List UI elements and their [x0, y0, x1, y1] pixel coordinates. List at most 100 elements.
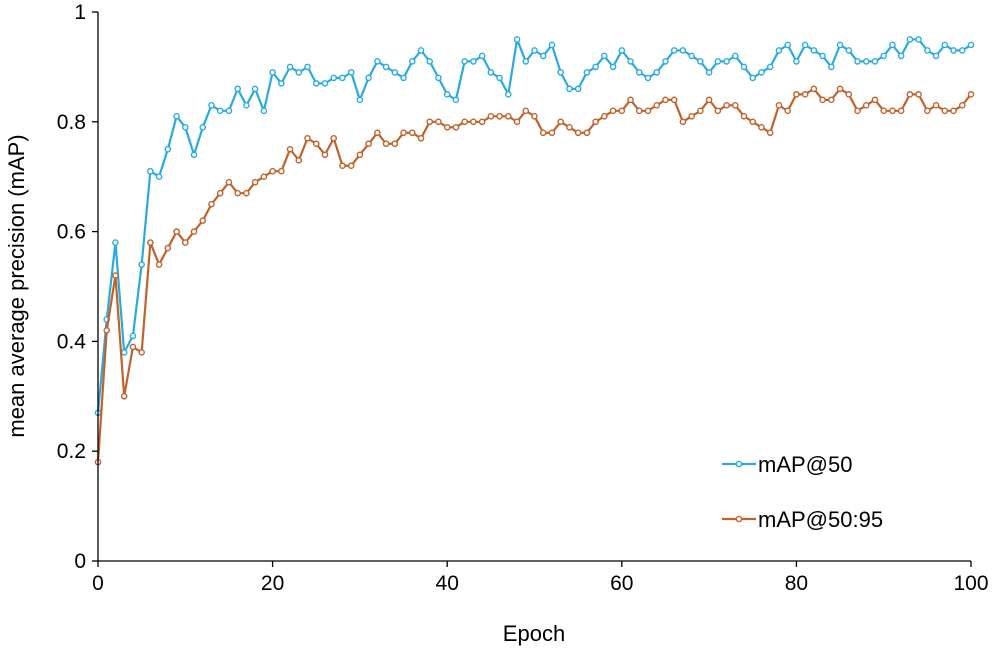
data-point-map-50-95 — [155, 261, 163, 268]
legend-marker-map-50-95 — [735, 515, 743, 523]
data-point-map-50-95 — [662, 96, 669, 104]
data-point-map-50-95 — [854, 107, 861, 115]
data-point-map-50-95 — [374, 129, 381, 137]
data-point-map-50 — [120, 349, 128, 356]
data-point-map-50 — [810, 47, 818, 54]
data-point-map-50 — [321, 80, 329, 87]
data-point-map-50-95 — [836, 85, 844, 93]
data-point-map-50 — [775, 47, 783, 54]
data-point-map-50-95 — [225, 178, 233, 186]
data-point-map-50 — [426, 58, 434, 65]
data-point-map-50 — [740, 63, 748, 71]
data-point-map-50-95 — [505, 113, 512, 120]
data-point-map-50 — [749, 74, 757, 82]
y-tick-label: 0.2 — [57, 440, 86, 463]
data-point-map-50-95 — [810, 85, 818, 93]
series-line-map-50 — [96, 38, 972, 413]
data-point-map-50 — [889, 41, 896, 49]
data-point-map-50 — [897, 52, 905, 60]
data-point-map-50-95 — [670, 96, 678, 104]
data-point-map-50 — [374, 58, 381, 65]
data-point-map-50 — [304, 63, 311, 71]
data-point-map-50-95 — [173, 228, 180, 235]
data-point-map-50-95 — [731, 102, 739, 109]
data-point-map-50-95 — [941, 107, 949, 115]
data-point-map-50-95 — [723, 102, 730, 109]
data-point-map-50-95 — [295, 156, 303, 164]
data-point-map-50-95 — [775, 102, 783, 109]
data-point-map-50 — [836, 41, 844, 49]
data-point-map-50 — [312, 80, 320, 87]
data-point-map-50 — [958, 47, 966, 54]
data-point-map-50 — [618, 47, 626, 54]
data-point-map-50-95 — [705, 96, 713, 104]
data-point-map-50-95 — [278, 167, 285, 175]
data-point-map-50-95 — [312, 140, 320, 148]
data-point-map-50-95 — [950, 107, 957, 115]
data-point-map-50 — [382, 63, 390, 71]
data-point-map-50 — [173, 113, 180, 120]
x-tick-label: 100 — [953, 572, 988, 595]
data-point-map-50 — [330, 74, 338, 82]
data-point-map-50-95 — [190, 228, 198, 235]
legend-label-map-50: mAP@50 — [758, 452, 852, 477]
data-point-map-50-95 — [496, 113, 503, 120]
data-point-map-50 — [147, 167, 154, 175]
data-point-map-50-95 — [688, 113, 695, 120]
data-point-map-50 — [269, 69, 276, 76]
data-point-map-50-95 — [583, 129, 591, 137]
data-point-map-50 — [574, 85, 582, 93]
data-point-map-50 — [583, 69, 591, 76]
y-axis-title: mean average precision (mAP) — [4, 134, 29, 437]
data-point-map-50-95 — [958, 102, 966, 109]
data-point-map-50-95 — [679, 118, 687, 126]
data-point-map-50-95 — [208, 200, 215, 208]
data-point-map-50 — [924, 47, 931, 54]
data-point-map-50-95 — [793, 91, 800, 98]
data-point-map-50-95 — [644, 107, 652, 115]
data-point-map-50-95 — [697, 107, 704, 115]
data-point-map-50 — [417, 47, 425, 54]
data-point-map-50 — [819, 52, 826, 60]
data-point-map-50-95 — [618, 107, 626, 115]
data-point-map-50-95 — [880, 107, 888, 115]
data-point-map-50 — [400, 74, 407, 82]
data-point-map-50 — [391, 69, 399, 76]
data-point-map-50 — [766, 63, 774, 71]
data-point-map-50 — [487, 69, 495, 76]
data-point-map-50-95 — [408, 129, 416, 137]
data-point-map-50 — [670, 47, 678, 54]
data-point-map-50 — [548, 41, 556, 49]
data-point-map-50-95 — [461, 118, 468, 126]
data-point-map-50 — [181, 123, 189, 131]
data-point-map-50 — [164, 145, 172, 153]
data-point-map-50-95 — [426, 118, 434, 126]
data-point-map-50-95 — [828, 96, 835, 104]
data-point-map-50-95 — [601, 113, 608, 120]
data-point-map-50-95 — [103, 327, 111, 334]
data-point-map-50 — [243, 102, 250, 109]
data-point-map-50 — [234, 85, 241, 93]
data-point-map-50-95 — [766, 129, 774, 137]
y-tick-label: 0.6 — [57, 221, 86, 244]
data-point-map-50-95 — [714, 107, 722, 115]
data-point-map-50 — [496, 74, 503, 82]
data-point-map-50-95 — [915, 91, 922, 98]
data-point-map-50-95 — [897, 107, 905, 115]
data-point-map-50 — [513, 36, 521, 43]
data-point-map-50-95 — [347, 162, 355, 170]
data-point-map-50 — [208, 102, 215, 109]
x-tick-label: 20 — [261, 572, 284, 595]
data-point-map-50 — [941, 41, 949, 49]
data-point-map-50-95 — [653, 102, 661, 109]
data-point-map-50 — [260, 107, 268, 115]
data-point-map-50 — [705, 69, 713, 76]
data-point-map-50 — [784, 41, 791, 49]
data-point-map-50 — [723, 58, 730, 65]
data-point-map-50-95 — [513, 118, 521, 126]
x-axis-title: Epoch — [503, 621, 565, 646]
data-point-map-50-95 — [574, 129, 582, 137]
data-point-map-50 — [278, 80, 285, 87]
data-point-map-50 — [627, 58, 634, 65]
data-point-map-50 — [216, 107, 224, 115]
